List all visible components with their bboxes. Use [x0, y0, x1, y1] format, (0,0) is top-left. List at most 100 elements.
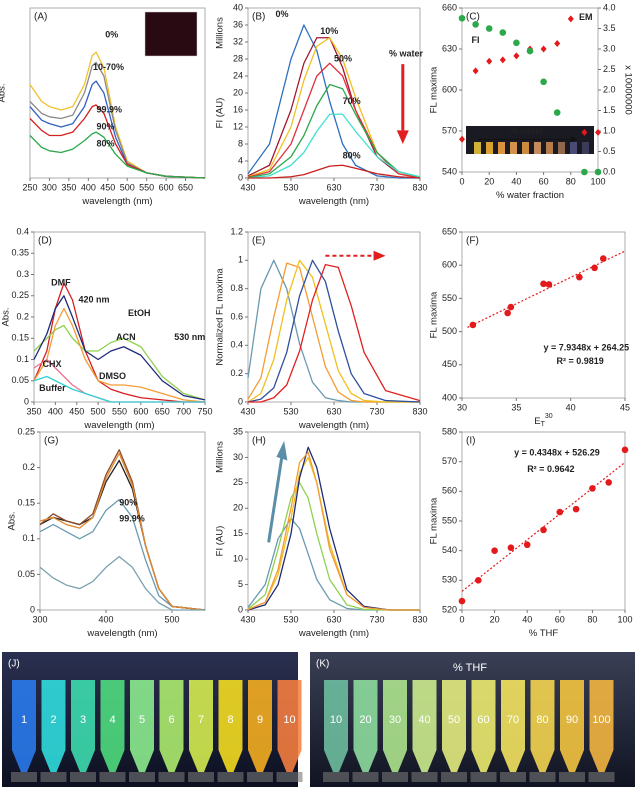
tube-label: 30 [389, 714, 401, 726]
spectrum-line [39, 452, 206, 611]
arrow-shaft [267, 453, 284, 543]
panel-label: (B) [252, 12, 265, 23]
circle-marker [475, 577, 482, 584]
vial-cap-base [588, 772, 615, 782]
tube-label: 20 [359, 714, 371, 726]
x-tick-label: 450 [100, 182, 115, 192]
panel-label: (I) [466, 436, 475, 447]
y-axis-label: FI (AU) [215, 526, 226, 557]
y-tick-label: 30 [233, 452, 243, 462]
y-tick-label: 630 [442, 43, 457, 53]
chart-panel: 430 530 630 730 830 0 4 8 12 16 20 24 28 32 36 40 (B) wav… [215, 2, 428, 206]
circle-marker [507, 303, 515, 311]
x-axis-label-text: wavelength (nm) [83, 420, 154, 431]
x-axis-label-text: wavelength (nm) [86, 628, 157, 639]
vial-cap-base [70, 772, 96, 782]
spectrum-line [248, 263, 421, 403]
y-tick-label: 0.25 [17, 426, 35, 436]
tube-label: 80 [536, 714, 548, 726]
inset-tube [498, 142, 505, 154]
circle-marker [472, 21, 479, 28]
annotation: EtOH [128, 308, 151, 318]
circle-marker [458, 597, 466, 605]
y-tick-label: 0.1 [16, 354, 29, 364]
y-tick-label: 550 [442, 293, 457, 303]
tube-label: 1 [21, 714, 27, 726]
annotation: 70% [343, 96, 361, 106]
x-axis-label: wavelength (nm) [83, 420, 154, 431]
tube-label: 2 [50, 714, 56, 726]
y2-tick-label: 2.0 [603, 84, 616, 94]
y2-axis-label: x 10000000 [622, 65, 633, 115]
x-tick-label: 500 [164, 614, 179, 624]
arrow-head [373, 250, 386, 261]
x-tick-label: 600 [159, 182, 174, 192]
x-tick-label: 80 [587, 614, 597, 624]
panel-label: (C) [466, 12, 480, 23]
annotation: ACN [116, 332, 136, 342]
diamond-marker [486, 57, 493, 65]
y-tick-label: 20 [233, 87, 243, 97]
chart-panel: 430 530 630 730 830 0 5 10 15 20 25 30 35 (H) waveleng… [215, 426, 428, 638]
y-tick-label: 16 [233, 104, 243, 114]
y-tick-label: 560 [442, 486, 457, 496]
panel-label: (J) [8, 659, 20, 670]
vial-cap-base [352, 772, 379, 782]
y-tick-label: 8 [238, 138, 243, 148]
vial-cap-base [40, 772, 67, 782]
vial [248, 680, 272, 772]
annotation: 80% [97, 138, 115, 148]
y-tick-label: 28 [233, 53, 243, 63]
diamond-marker [595, 128, 601, 136]
tube-label: 3 [80, 714, 86, 726]
y-tick-label: 1.2 [230, 226, 243, 236]
y-tick-label: 0.15 [11, 333, 29, 343]
x-tick-label: 530 [283, 182, 298, 192]
spectrum-line [247, 113, 421, 179]
x-axis-label: wavelength (nm) [81, 196, 152, 207]
spectrum-line [247, 446, 420, 611]
arrow-head [396, 130, 409, 144]
spectrum-line [247, 259, 421, 403]
x-tick-label: 530 [283, 614, 298, 624]
vial [442, 680, 466, 772]
circle-marker [576, 273, 583, 281]
x-tick-label: 100 [590, 176, 605, 186]
y2-tick-label: 0.5 [603, 146, 616, 156]
x-tick-label: 500 [91, 406, 106, 416]
y-tick-label: 0.05 [11, 375, 29, 385]
plot-frame [29, 7, 206, 179]
vial [189, 680, 213, 772]
x-axis-label: wavelength (nm) [86, 628, 157, 639]
circle-marker [605, 479, 612, 486]
panel-label: (F) [466, 236, 479, 247]
y-axis-label: FL maxima [429, 66, 440, 113]
circle-marker [540, 526, 547, 534]
y-tick-label: 0 [30, 604, 35, 614]
circle-marker [523, 541, 531, 549]
vial-cap-base [529, 772, 556, 782]
y-tick-label: 520 [442, 604, 457, 614]
y-tick-label: 0 [238, 604, 243, 614]
diamond-marker [581, 128, 588, 136]
x-tick-label: 430 [240, 406, 255, 416]
x-tick-label: 650 [155, 406, 170, 416]
x-tick-label: 250 [22, 182, 37, 192]
y-tick-label: 0 [24, 396, 29, 406]
spectrum-line [39, 449, 206, 611]
x-axis-label-text: wavelength (nm) [298, 420, 369, 431]
annotation: EM [579, 12, 593, 22]
circle-marker [553, 109, 561, 116]
x-tick-label: 830 [412, 406, 427, 416]
x-axis-label: wavelength (nm) [298, 196, 369, 207]
x-tick-label: 430 [240, 182, 255, 192]
tube-label: 8 [227, 714, 233, 726]
x-tick-label: 530 [283, 406, 298, 416]
photo-caption: % THF [453, 662, 487, 674]
annotation: 0% [105, 30, 118, 40]
y-axis-label: FI (AU) [215, 98, 226, 129]
vial-cap-base [559, 772, 585, 782]
y-tick-label: 600 [442, 260, 457, 270]
vial [218, 680, 243, 772]
